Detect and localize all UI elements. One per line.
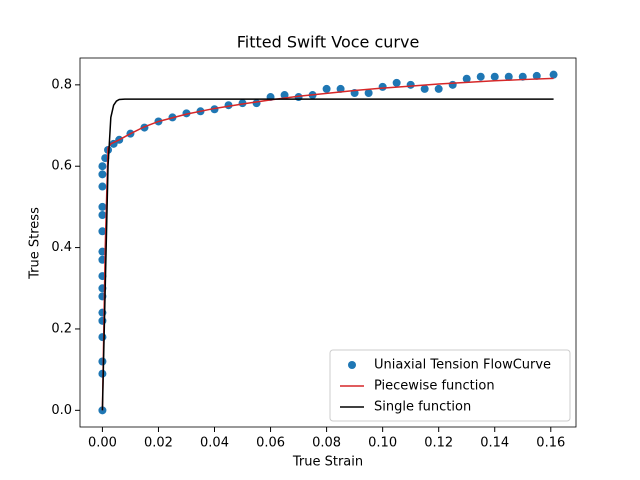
scatter-point (490, 72, 499, 81)
legend-box (329, 349, 571, 422)
line (101, 98, 554, 411)
scatter-point (98, 202, 107, 211)
y-tick-label: 0.4 (51, 240, 72, 255)
legend-label: Uniaxial Tension FlowCurve (374, 358, 551, 373)
axes-frame (79, 57, 577, 428)
scatter-point (98, 162, 107, 171)
scatter-point (252, 99, 261, 108)
scatter-point (549, 70, 558, 79)
x-axis-label: True Strain (292, 455, 363, 470)
legend-label: Piecewise function (374, 379, 495, 394)
scatter-point (406, 80, 415, 89)
scatter-point (98, 182, 107, 191)
x-tick-label: 0.04 (200, 436, 229, 451)
scatter-point (210, 105, 219, 114)
y-axis-label: True Stress (28, 207, 43, 280)
x-tick-label: 0.06 (256, 436, 285, 451)
legend-marker (348, 361, 356, 369)
scatter-point (98, 333, 107, 342)
scatter-point (322, 84, 331, 93)
scatter-point (532, 71, 541, 80)
scatter-point (280, 91, 289, 100)
y-tick-label: 0.2 (51, 321, 72, 336)
scatter-point (98, 357, 107, 366)
y-tick-label: 0.0 (51, 403, 72, 418)
x-tick-label: 0.02 (144, 436, 173, 451)
scatter-point (504, 72, 513, 81)
x-tick-label: 0.12 (424, 436, 453, 451)
scatter-point (448, 80, 457, 89)
y-tick-label: 0.6 (51, 159, 72, 174)
legend-label: Single function (374, 400, 471, 415)
scatter-point (336, 84, 345, 93)
x-tick-label: 0.00 (88, 436, 117, 451)
line (101, 77, 554, 411)
scatter-point (476, 72, 485, 81)
scatter-point (420, 84, 429, 93)
scatter-point (98, 170, 107, 179)
x-tick-label: 0.14 (480, 436, 509, 451)
scatter-point (378, 82, 387, 91)
x-tick-label: 0.08 (312, 436, 341, 451)
scatter-point (392, 78, 401, 87)
scatter-point (98, 211, 107, 220)
scatter-point (98, 227, 107, 236)
scatter-point (364, 88, 373, 97)
y-tick-label: 0.8 (51, 77, 72, 92)
scatter-point (434, 84, 443, 93)
x-tick-label: 0.16 (536, 436, 565, 451)
scatter-point (518, 72, 527, 81)
scatter-point (238, 99, 247, 108)
scatter-point (462, 74, 471, 83)
chart-title: Fitted Swift Voce curve (237, 33, 420, 52)
x-tick-label: 0.10 (368, 436, 397, 451)
